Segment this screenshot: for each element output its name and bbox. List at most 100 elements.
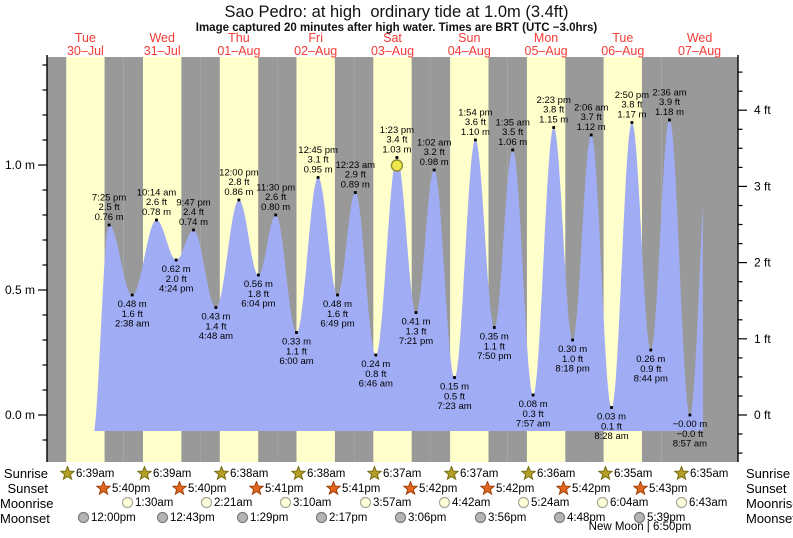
page-title: Sao Pedro: at high ordinary tide at 1.0m… — [224, 3, 569, 21]
moonrise-time: 3:10am — [293, 496, 332, 509]
right-axis-tick-label: 0 ft — [754, 408, 771, 422]
svg-text:1.10 m: 1.10 m — [461, 127, 490, 138]
moonrise-icon — [517, 496, 530, 509]
sunrise-star-icon — [214, 466, 229, 481]
extreme-annotation: 2:50 pm3.8 ft1.17 m — [615, 90, 649, 121]
moonset-icon — [236, 511, 249, 524]
sunset-time: 5:42pm — [496, 482, 535, 495]
day-name: Tue — [612, 31, 633, 45]
svg-text:1.1 ft: 1.1 ft — [286, 346, 307, 357]
svg-text:2:36 am: 2:36 am — [652, 87, 686, 98]
sunrise-time: 6:37am — [383, 467, 422, 480]
svg-text:1.6 ft: 1.6 ft — [122, 309, 143, 320]
svg-text:0.1 ft: 0.1 ft — [601, 421, 622, 432]
sunset-event: 5:42pm — [480, 481, 534, 496]
svg-text:4:24 pm: 4:24 pm — [159, 284, 193, 295]
moonrise-icon — [121, 496, 134, 509]
svg-text:0.89 m: 0.89 m — [341, 180, 370, 191]
svg-text:1.3 ft: 1.3 ft — [405, 326, 426, 337]
svg-text:6:46 am: 6:46 am — [359, 379, 393, 390]
svg-text:7:23 am: 7:23 am — [437, 401, 471, 412]
sunset-row-label-left: Sunset — [7, 481, 48, 496]
day-date: 07–Aug — [678, 44, 721, 58]
moonrise-icon — [200, 496, 213, 509]
sunrise-star-icon — [137, 466, 152, 481]
moonrise-icon — [596, 496, 609, 509]
right-axis-tick-label: 3 ft — [754, 179, 771, 193]
svg-text:1.4 ft: 1.4 ft — [205, 321, 226, 332]
svg-text:7:50 pm: 7:50 pm — [477, 351, 511, 362]
extreme-annotation: 10:14 am2.6 ft0.78 m — [137, 187, 177, 218]
extreme-annotation: 2:36 am3.9 ft1.18 m — [652, 87, 686, 118]
tide-extreme-dot — [492, 326, 496, 329]
svg-text:0.43 m: 0.43 m — [201, 312, 230, 323]
day-name: Mon — [534, 31, 558, 45]
extreme-annotation: 12:45 pm3.1 ft0.95 m — [298, 145, 338, 176]
sunrise-star-icon — [60, 466, 75, 481]
tide-extreme-dot — [589, 133, 593, 137]
extreme-annotation: 0.24 m0.8 ft6:46 am — [359, 359, 393, 390]
sunset-time: 5:40pm — [188, 482, 227, 495]
tide-extreme-dot — [511, 148, 515, 152]
moonrise-icon — [438, 496, 451, 509]
svg-text:−0.00 m: −0.00 m — [673, 419, 708, 430]
moonset-row-label-right: Moonset — [746, 511, 793, 526]
moonset-icon — [553, 511, 566, 524]
extreme-annotation: 2:23 pm3.8 ft1.15 m — [537, 95, 571, 126]
day-name: Tue — [75, 31, 96, 45]
moonrise-time: 1:30am — [135, 496, 174, 509]
sunset-time: 5:41pm — [265, 482, 304, 495]
moonrise-event: 1:30am — [121, 496, 173, 509]
svg-text:0.35 m: 0.35 m — [480, 332, 509, 343]
sunrise-event: 6:39am — [137, 466, 191, 481]
tide-extreme-dot — [571, 338, 574, 342]
extreme-annotation: 12:00 pm2.8 ft0.86 m — [219, 167, 259, 198]
svg-text:0.76 m: 0.76 m — [95, 212, 124, 223]
svg-text:3.8 ft: 3.8 ft — [621, 100, 642, 111]
tide-extreme-dot — [316, 176, 320, 179]
day-name: Fri — [308, 31, 323, 45]
sunset-star-icon — [326, 481, 341, 496]
sunrise-event: 6:38am — [291, 466, 345, 481]
tide-extreme-dot — [107, 223, 111, 227]
moonrise-row-label-right: Moonrise — [746, 496, 793, 511]
svg-text:1.6 ft: 1.6 ft — [327, 309, 348, 320]
tide-extreme-dot — [257, 273, 260, 277]
svg-text:8:28 am: 8:28 am — [594, 431, 628, 442]
tide-extreme-dot — [174, 258, 178, 262]
svg-text:12:45 pm: 12:45 pm — [298, 145, 338, 156]
moonset-event: 12:00pm — [77, 511, 136, 524]
svg-text:0.5 ft: 0.5 ft — [444, 391, 465, 402]
svg-text:8:44 pm: 8:44 pm — [634, 374, 668, 385]
sunrise-event: 6:36am — [521, 466, 575, 481]
extreme-annotation: 0.41 m1.3 ft7:21 pm — [399, 317, 433, 348]
sunrise-event: 6:37am — [367, 466, 421, 481]
moonrise-icon — [675, 496, 688, 509]
sunrise-row-label-right: Sunrise — [746, 466, 791, 481]
svg-text:3.9 ft: 3.9 ft — [659, 97, 680, 108]
moonrise-icon — [279, 496, 292, 509]
day-date: 02–Aug — [294, 44, 337, 58]
svg-text:1.12 m: 1.12 m — [577, 122, 606, 133]
moonrise-time: 4:42am — [452, 496, 491, 509]
sunrise-event: 6:38am — [214, 466, 268, 481]
moonset-event: 3:06pm — [394, 511, 446, 524]
svg-text:1.8 ft: 1.8 ft — [248, 289, 269, 300]
moonset-event: 12:43pm — [156, 511, 215, 524]
tide-extreme-dot — [155, 218, 158, 222]
sunset-event: 5:43pm — [633, 481, 687, 496]
tide-extreme-dot — [353, 191, 357, 194]
svg-text:1:54 pm: 1:54 pm — [458, 107, 492, 118]
sunrise-event: 6:35am — [674, 466, 728, 481]
sunrise-event: 6:37am — [444, 466, 498, 481]
sunrise-time: 6:38am — [307, 467, 346, 480]
sunset-star-icon — [480, 481, 495, 496]
svg-text:2.9 ft: 2.9 ft — [345, 170, 366, 181]
svg-text:4:48 am: 4:48 am — [199, 331, 233, 342]
sunset-star-icon — [249, 481, 264, 496]
day-date: 30–Jul — [67, 44, 104, 58]
sunset-time: 5:41pm — [342, 482, 381, 495]
sunrise-time: 6:38am — [230, 467, 269, 480]
svg-text:2:06 am: 2:06 am — [574, 102, 608, 113]
